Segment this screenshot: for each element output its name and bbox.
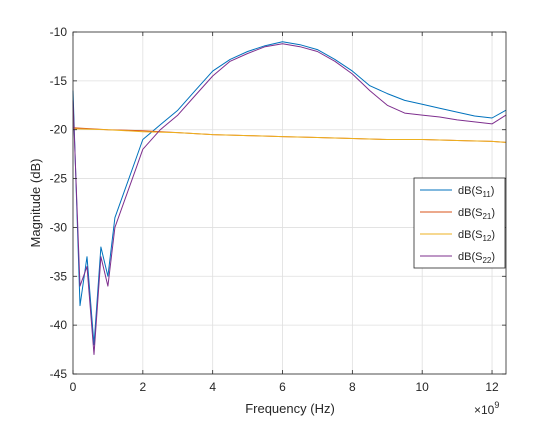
y-tick-label: -30 bbox=[50, 220, 68, 234]
x-tick-label: 12 bbox=[485, 380, 499, 394]
legend-prefix: dB(S bbox=[458, 207, 482, 219]
x-tick-label: 8 bbox=[349, 380, 356, 394]
legend-subscript: 11 bbox=[482, 190, 491, 199]
legend-entry-db-s11: dB(S11) bbox=[458, 185, 494, 199]
y-tick-label: -40 bbox=[50, 318, 68, 332]
y-tick-label: -25 bbox=[50, 172, 68, 186]
x-axis-label: Frequency (Hz) bbox=[245, 401, 335, 416]
legend-prefix: dB(S bbox=[458, 185, 482, 197]
x-exponent-label: ×109 bbox=[474, 400, 499, 417]
legend-suffix: ) bbox=[491, 229, 495, 241]
y-tick-label: -35 bbox=[50, 269, 68, 283]
y-tick-label: -45 bbox=[50, 367, 68, 381]
legend-prefix: dB(S bbox=[458, 229, 482, 241]
x-tick-label: 6 bbox=[279, 380, 286, 394]
x-exponent-power: 9 bbox=[494, 400, 499, 410]
x-exponent-base: ×10 bbox=[474, 403, 495, 417]
axes-box bbox=[72, 31, 507, 375]
legend: dB(S11)dB(S21)dB(S12)dB(S22) bbox=[413, 177, 506, 269]
x-tick-label: 10 bbox=[416, 380, 430, 394]
legend-suffix: ) bbox=[491, 207, 495, 219]
legend-entry-db-s21: dB(S21) bbox=[458, 207, 495, 221]
legend-entry-db-s12: dB(S12) bbox=[458, 229, 495, 243]
legend-suffix: ) bbox=[491, 185, 495, 197]
x-tick-label: 4 bbox=[209, 380, 216, 394]
x-tick-label: 0 bbox=[70, 380, 77, 394]
legend-subscript: 21 bbox=[482, 212, 491, 221]
legend-box bbox=[413, 177, 506, 269]
series-line-db-s12 bbox=[72, 128, 507, 143]
y-tick-label: -10 bbox=[50, 25, 68, 39]
ticks: 0 2 4 6 8 10 12 -10 -15 -20 -25 -30 -35 -40 -45 bbox=[50, 25, 506, 394]
x-tick-label: 2 bbox=[139, 380, 146, 394]
series-line-db-s11 bbox=[72, 41, 507, 346]
legend-subscript: 22 bbox=[482, 256, 491, 265]
legend-entry-db-s22: dB(S22) bbox=[458, 251, 495, 265]
legend-prefix: dB(S bbox=[458, 251, 482, 263]
y-tick-label: -20 bbox=[50, 123, 68, 137]
legend-subscript: 12 bbox=[482, 234, 491, 243]
series-line-db-s22 bbox=[72, 43, 507, 355]
legend-suffix: ) bbox=[491, 251, 495, 263]
series-group bbox=[72, 41, 507, 355]
y-tick-label: -15 bbox=[50, 74, 68, 88]
y-axis-label: Magnitude (dB) bbox=[28, 159, 43, 248]
